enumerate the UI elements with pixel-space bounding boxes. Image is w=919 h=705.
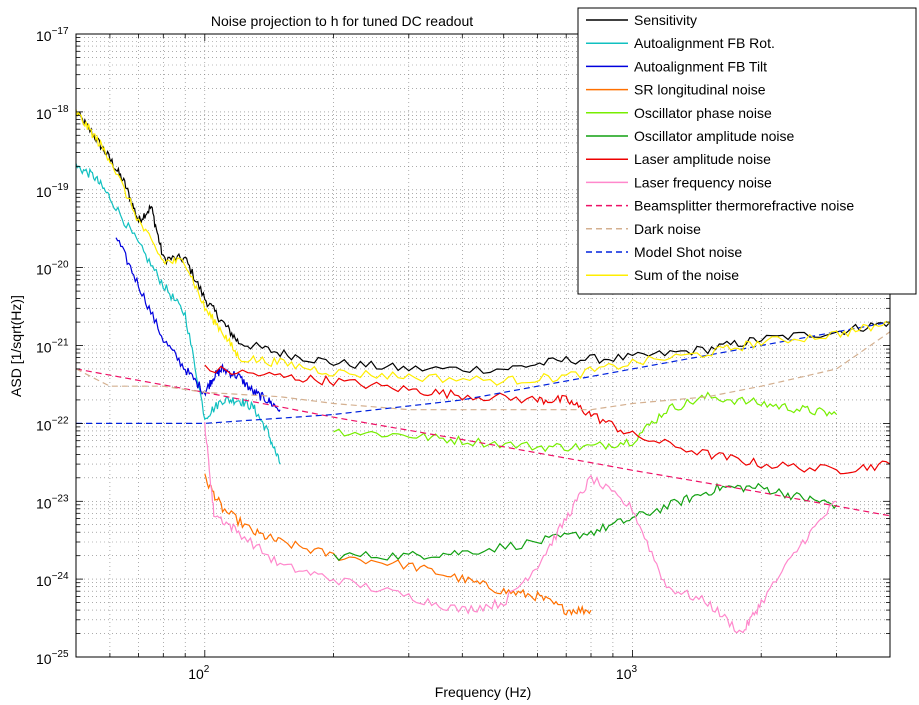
legend-label: Sensitivity [634, 12, 697, 28]
y-axis-label: ASD [1/sqrt(Hz)] [8, 295, 24, 397]
series-line [333, 482, 838, 562]
series-line [204, 473, 592, 617]
series-line [75, 110, 891, 374]
x-axis-label: Frequency (Hz) [435, 684, 531, 700]
legend: Sensitivity Autoalignment FB Rot. Autoalig… [577, 7, 917, 295]
legend-box [577, 7, 917, 295]
series-line [75, 109, 891, 386]
chart-title: Noise projection to h for tuned DC reado… [211, 13, 473, 29]
legend-label: Sum of the noise [634, 267, 739, 283]
legend-label: Laser frequency noise [634, 174, 772, 190]
legend-label: Model Shot noise [634, 244, 742, 260]
series-line [75, 163, 281, 465]
series-line [204, 364, 891, 475]
legend-label: SR longitudinal noise [634, 82, 766, 98]
legend-label: Autoalignment FB Rot. [634, 35, 775, 51]
legend-label: Dark noise [634, 221, 701, 237]
series-line [204, 422, 837, 634]
legend-label: Laser amplitude noise [634, 151, 771, 167]
legend-label: Oscillator phase noise [634, 105, 772, 121]
plot-lines [75, 109, 891, 634]
series-line [115, 237, 281, 413]
series-line [75, 331, 891, 411]
series-line [76, 321, 891, 424]
legend-label: Oscillator amplitude noise [634, 128, 795, 144]
series-line [333, 391, 838, 453]
legend-label: Beamsplitter thermorefractive noise [634, 198, 854, 214]
legend-label: Autoalignment FB Tilt [634, 58, 767, 74]
